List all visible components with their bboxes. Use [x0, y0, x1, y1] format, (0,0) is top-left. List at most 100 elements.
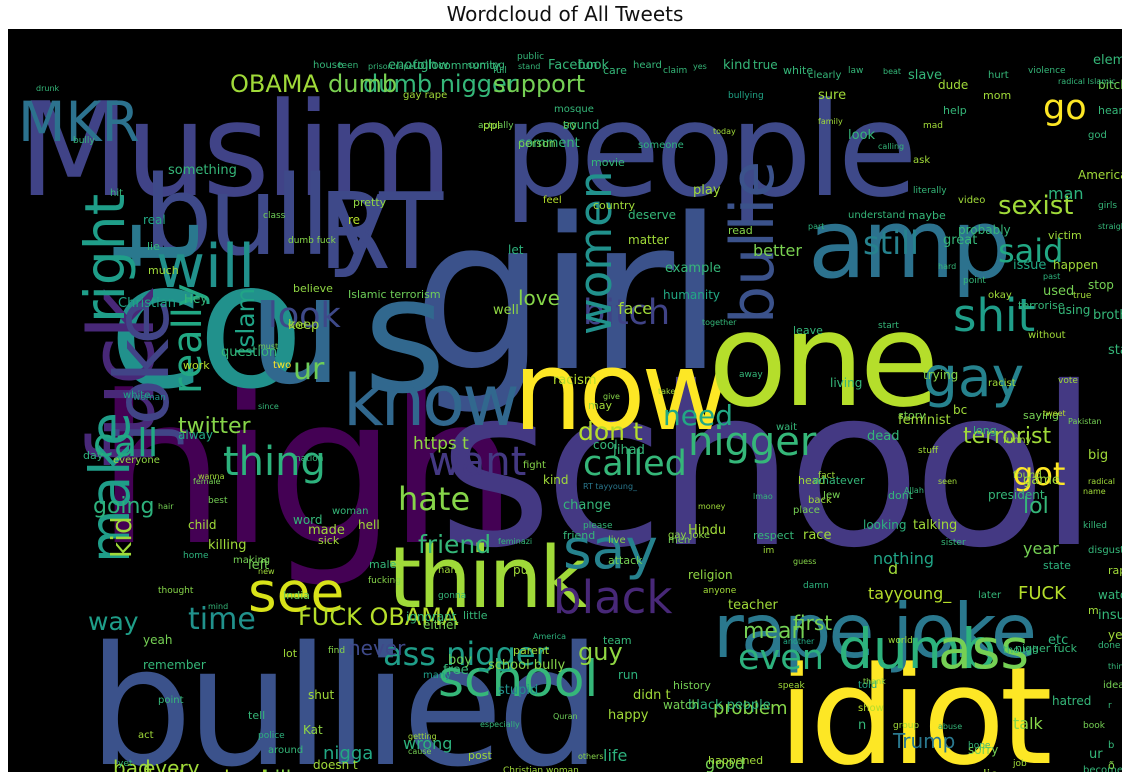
word-damn-223: damn: [803, 580, 829, 591]
word-change-209: change: [563, 497, 611, 513]
word-problem-95: problem: [713, 697, 788, 719]
word-fuck-obama-51: FUCK OBAMA: [298, 602, 459, 631]
word-s-8: s: [363, 242, 446, 429]
word-big-251: big: [1088, 447, 1109, 463]
word-fight-278: fight: [523, 460, 546, 471]
word-show-182: show: [858, 703, 884, 714]
word-kill-75: kill: [263, 768, 291, 772]
word-men-146: men: [668, 535, 691, 546]
word-life-88: life: [603, 746, 628, 766]
word-woman-362: woman: [332, 506, 369, 517]
word-whatever-375: whatever: [813, 474, 865, 488]
word-bully-13: bully: [143, 152, 391, 280]
word-tell-159: tell: [248, 709, 266, 723]
word-yeah-172: yeah: [143, 633, 173, 648]
word-put-220: put: [513, 563, 533, 578]
word-rt-tayyoung-132: RT tayyoung_: [583, 481, 638, 491]
word-away-373: away: [739, 369, 763, 380]
word-feel-116: feel: [543, 195, 562, 206]
word-religion-94: religion: [688, 568, 733, 583]
word-good-89: good: [705, 754, 745, 772]
word-gay-joke-86: gay joke: [668, 530, 711, 541]
word-mkr-26: MKR: [18, 90, 140, 154]
word-yet-175: yet: [118, 758, 133, 769]
word-rt-14: RT: [318, 171, 443, 293]
word-rape-joke-18: rape joke: [713, 587, 1037, 675]
word-high-0: high: [96, 353, 518, 591]
word-probably-304: probably: [958, 223, 1011, 238]
word-killing-281: killing: [208, 537, 247, 553]
word-bullying-121: bullying: [728, 90, 764, 101]
word-go-44: go: [1043, 88, 1087, 128]
word-start-241: start: [878, 320, 899, 331]
word-rape-291: rape: [1108, 564, 1122, 578]
word-didn-t-275: didn t: [633, 687, 671, 703]
word-straight-312: straight: [1098, 221, 1122, 231]
word-quran-102: Quran: [553, 711, 578, 721]
word-maybe-303: maybe: [908, 209, 946, 223]
word-hurt-320: hurt: [988, 70, 1009, 81]
word-see-33: see: [248, 560, 345, 624]
word-gonna-277: gonna: [438, 590, 467, 601]
word-happy-191: happy: [608, 707, 649, 723]
word-made-161: made: [308, 522, 345, 538]
word-male-363: male: [369, 558, 397, 572]
word-little-219: little: [463, 609, 488, 623]
word-first-96: first: [793, 611, 833, 635]
word-matter-202: matter: [628, 233, 669, 248]
word-state-183: state: [1043, 559, 1071, 573]
word-keep-149: keep: [288, 317, 320, 333]
word-may-201: may: [588, 399, 612, 413]
word-mosque-368: mosque: [554, 104, 594, 115]
word-nothing-135: nothing: [873, 549, 935, 569]
word-guess-222: guess: [793, 556, 817, 566]
word-trying-106: trying: [923, 368, 959, 383]
word-doesn-t-184: doesn t: [313, 758, 358, 772]
word-used-143: used: [1043, 283, 1075, 299]
word-people-4: people: [503, 74, 918, 226]
word-call-39: call: [93, 420, 159, 465]
word-bitch-34: bitch: [583, 293, 671, 333]
word-sound-196: sound: [563, 118, 600, 133]
word-thinking-294: thinking: [1108, 661, 1122, 671]
word-teen-343: teen: [338, 60, 359, 71]
word-way-72: way: [88, 607, 139, 636]
word-abuse-264: abuse: [938, 721, 963, 731]
word-god-314: god: [1088, 130, 1107, 141]
word-american-250: American: [1078, 168, 1122, 183]
word-nigga-76: nigga: [323, 742, 374, 764]
word-school-1: school: [438, 340, 1099, 596]
word-job-193: job: [1013, 758, 1027, 769]
word-give-150: give: [603, 391, 620, 401]
word-stop-232: stop: [1088, 278, 1114, 293]
word-dont-285: dont: [888, 489, 913, 503]
word-jihad-125: Jihad: [613, 442, 645, 458]
word-world-97: world: [888, 635, 913, 646]
word-radical-islamic-318: radical Islamic: [1058, 76, 1116, 86]
word-hope-265: hope: [968, 740, 991, 751]
word-dude-322: dude: [938, 78, 969, 93]
word-women-38: women: [569, 170, 622, 336]
word-cool-124: cool: [593, 438, 618, 453]
word-feminist-239: feminist: [898, 412, 951, 428]
word-friend-129: friend: [563, 529, 596, 543]
word-hit-356: hit: [110, 188, 124, 199]
word-help-249: help: [943, 104, 967, 118]
word-mad-247: mad: [923, 120, 943, 131]
word-thought-163: thought: [158, 585, 194, 596]
word-told-98: told: [858, 680, 878, 691]
word-called-41: called: [583, 444, 687, 484]
word-around-272: around: [268, 745, 304, 756]
word-black-32: black: [553, 571, 673, 624]
word-day-165: day: [83, 449, 104, 463]
word-children-82: children: [863, 771, 927, 772]
word-hell-130: hell: [358, 518, 380, 533]
word-one-11: one: [708, 284, 940, 436]
word-im-145: im: [763, 545, 775, 556]
word-must-168: must: [258, 341, 279, 351]
word-pretty-147: pretty: [353, 196, 387, 210]
word-getting-174: getting: [408, 731, 437, 741]
word-think-17: think: [388, 529, 588, 628]
word-much-123: much: [148, 264, 179, 278]
word-even-49: even: [738, 638, 824, 678]
